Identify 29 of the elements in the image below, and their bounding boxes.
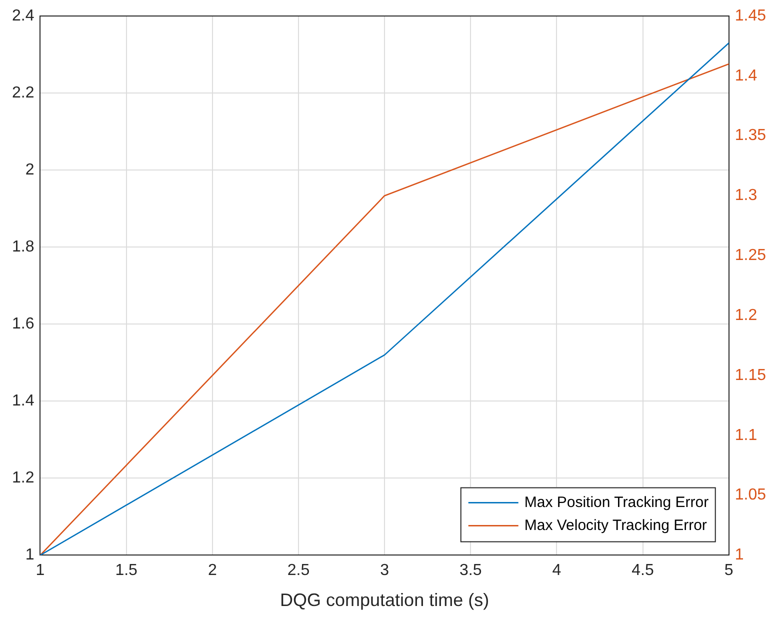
y2-tick-label: 1.35 (734, 127, 766, 144)
y-tick-label: 1.8 (12, 238, 34, 256)
y2-tick-label: 1.45 (734, 7, 766, 24)
y-tick-label: 2.2 (12, 84, 34, 102)
y2-tick-label: 1.1 (734, 426, 758, 444)
x-tick-label: 1.5 (115, 562, 138, 580)
legend-label: Max Position Tracking Error (524, 494, 709, 511)
y2-tick-label: 1.25 (734, 247, 766, 264)
y-tick-label: 1.2 (12, 470, 34, 487)
x-tick-label: 2.5 (287, 562, 310, 580)
y-tick-label: 1.6 (12, 316, 34, 333)
x-tick-label: 5 (724, 562, 734, 580)
y-tick-label: 1.4 (12, 392, 34, 410)
x-tick-label: 4.5 (632, 562, 654, 580)
legend-label: Max Velocity Tracking Error (524, 516, 707, 534)
y2-tick-label: 1.05 (734, 486, 766, 504)
y-tick-label: 2.4 (12, 7, 34, 24)
x-axis-title: DQG computation time (s) (280, 590, 490, 610)
y-tick-label: 2 (25, 161, 34, 178)
x-tick-label: 3 (380, 562, 390, 580)
x-tick-label: 4 (552, 562, 562, 580)
x-tick-label: 3.5 (460, 562, 482, 580)
y2-tick-label: 1.2 (734, 306, 758, 324)
y-tick-label: 1 (25, 546, 34, 564)
y2-tick-label: 1 (734, 546, 744, 564)
y2-tick-label: 1.15 (734, 366, 766, 384)
x-tick-label: 2 (208, 562, 217, 580)
y2-tick-label: 1.4 (734, 67, 758, 84)
y2-tick-label: 1.3 (734, 187, 758, 204)
